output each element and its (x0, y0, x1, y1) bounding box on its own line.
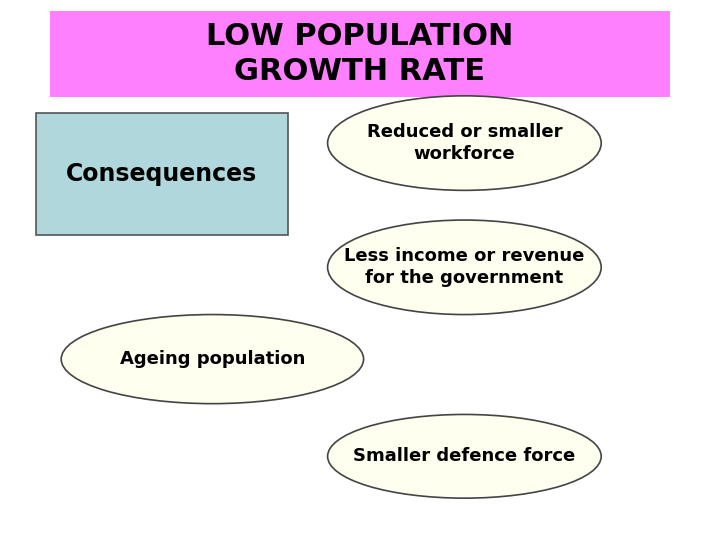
Text: LOW POPULATION
GROWTH RATE: LOW POPULATION GROWTH RATE (207, 22, 513, 86)
FancyBboxPatch shape (36, 113, 288, 235)
Text: Less income or revenue
for the government: Less income or revenue for the governmen… (344, 247, 585, 287)
Text: Smaller defence force: Smaller defence force (354, 447, 575, 465)
FancyBboxPatch shape (50, 11, 670, 97)
Text: Ageing population: Ageing population (120, 350, 305, 368)
Ellipse shape (328, 415, 601, 498)
Ellipse shape (328, 220, 601, 314)
Text: Reduced or smaller
workforce: Reduced or smaller workforce (366, 123, 562, 163)
Ellipse shape (328, 96, 601, 191)
Text: Consequences: Consequences (66, 162, 258, 186)
Ellipse shape (61, 314, 364, 404)
